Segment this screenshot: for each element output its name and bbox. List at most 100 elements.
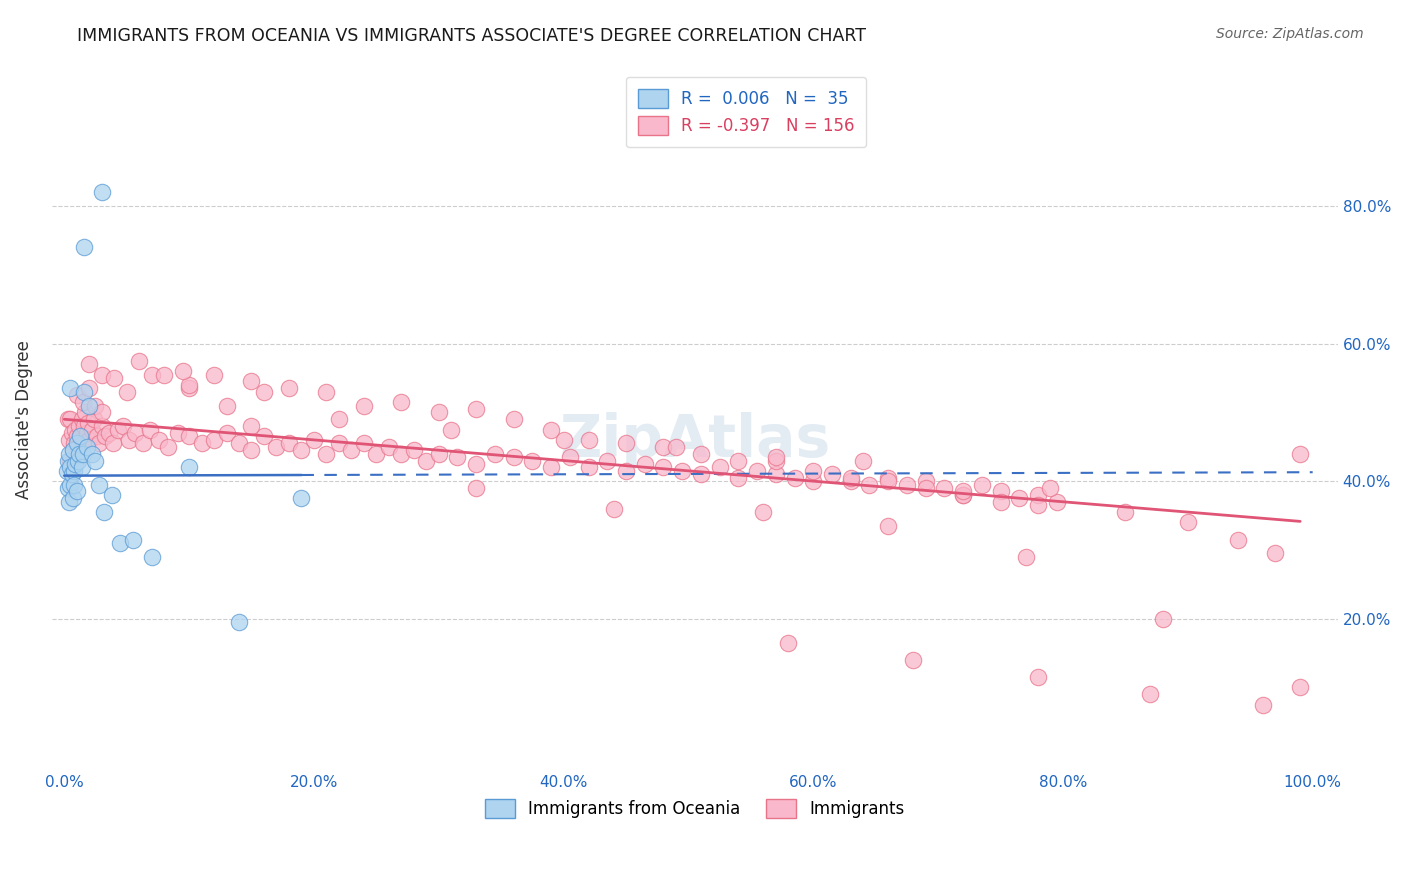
Point (240, 419, 263, 434)
Point (1008, 491, 1031, 506)
Point (65, 457, 87, 471)
Point (93, 505, 115, 519)
Point (73, 240, 96, 254)
Point (69, 429, 91, 443)
Point (139, 423, 162, 437)
Point (366, 447, 388, 461)
Point (952, 488, 974, 502)
Point (290, 491, 312, 506)
Point (614, 464, 637, 478)
Point (56, 453, 79, 467)
Point (328, 436, 350, 450)
Point (86, 429, 108, 443)
Point (1251, 698, 1274, 712)
Point (58, 447, 80, 461)
Point (177, 460, 200, 475)
Point (690, 467, 713, 482)
Point (1026, 488, 1049, 502)
Point (1026, 498, 1049, 512)
Point (77, 381, 100, 395)
Point (914, 474, 936, 488)
Point (783, 471, 806, 485)
Point (77, 399, 100, 413)
Point (177, 429, 200, 443)
Point (73, 419, 96, 434)
Point (177, 381, 200, 395)
Point (266, 440, 288, 454)
Point (103, 371, 125, 385)
Point (202, 433, 225, 447)
Point (578, 433, 600, 447)
Point (1264, 546, 1286, 560)
Point (76, 440, 98, 454)
Text: ZipAtlas: ZipAtlas (560, 412, 831, 469)
Point (89, 436, 111, 450)
Point (59, 412, 82, 426)
Point (1152, 612, 1174, 626)
Point (69, 429, 91, 443)
Point (502, 450, 524, 464)
Point (70, 412, 93, 426)
Point (278, 381, 301, 395)
Point (124, 425, 146, 440)
Point (166, 425, 188, 440)
Point (240, 375, 263, 389)
Point (202, 368, 225, 382)
Point (990, 484, 1012, 499)
Point (59, 381, 82, 395)
Point (652, 460, 675, 475)
Point (253, 429, 276, 443)
Point (389, 447, 412, 461)
Point (540, 460, 562, 475)
Point (353, 436, 375, 450)
Point (952, 488, 974, 502)
Point (240, 443, 263, 458)
Point (634, 457, 657, 471)
Point (934, 481, 956, 495)
Point (67, 447, 90, 461)
Point (148, 433, 170, 447)
Point (602, 501, 624, 516)
Point (315, 447, 337, 461)
Point (215, 399, 238, 413)
Point (115, 384, 138, 399)
Point (522, 453, 544, 467)
Point (502, 412, 524, 426)
Point (70, 460, 93, 475)
Point (62, 443, 84, 458)
Point (101, 436, 124, 450)
Point (839, 471, 862, 485)
Point (66, 436, 89, 450)
Point (765, 467, 787, 482)
Point (901, 653, 924, 667)
Point (83, 412, 105, 426)
Point (153, 368, 176, 382)
Point (122, 533, 145, 547)
Point (59, 460, 82, 475)
Point (55, 464, 77, 478)
Point (110, 536, 132, 550)
Point (228, 436, 250, 450)
Point (877, 519, 900, 533)
Point (156, 440, 179, 454)
Point (465, 457, 488, 471)
Point (73, 384, 96, 399)
Point (315, 384, 337, 399)
Point (378, 440, 401, 454)
Point (172, 364, 194, 378)
Legend: Immigrants from Oceania, Immigrants: Immigrants from Oceania, Immigrants (478, 792, 911, 825)
Point (302, 433, 325, 447)
Point (56, 412, 79, 426)
Point (62, 443, 84, 458)
Y-axis label: Associate's Degree: Associate's Degree (15, 340, 32, 499)
Point (290, 443, 312, 458)
Point (177, 377, 200, 392)
Point (465, 481, 488, 495)
Point (75, 405, 97, 419)
Point (60, 467, 83, 482)
Point (465, 401, 488, 416)
Point (90, 186, 112, 200)
Point (353, 399, 375, 413)
Point (427, 447, 450, 461)
Point (90, 405, 112, 419)
